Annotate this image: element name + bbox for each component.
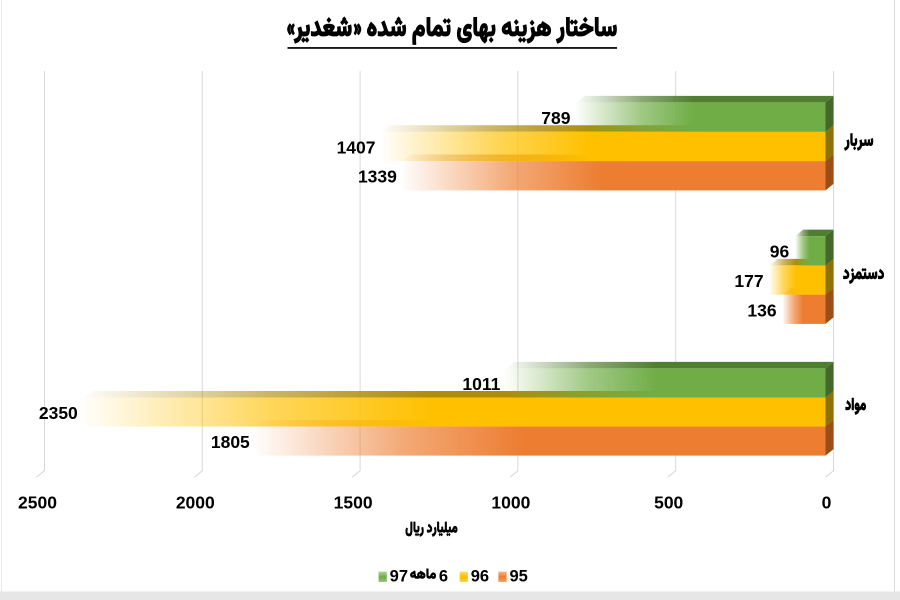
svg-text:6: 6 bbox=[439, 567, 448, 585]
svg-text:789: 789 bbox=[541, 108, 570, 128]
svg-text:177: 177 bbox=[734, 271, 763, 291]
svg-text:97: 97 bbox=[390, 567, 408, 585]
svg-text:500: 500 bbox=[654, 493, 683, 513]
svg-text:1805: 1805 bbox=[211, 432, 250, 452]
svg-text:1000: 1000 bbox=[491, 493, 530, 513]
svg-text:2500: 2500 bbox=[18, 493, 57, 513]
svg-text:1407: 1407 bbox=[337, 137, 376, 157]
svg-text:96: 96 bbox=[770, 242, 790, 262]
svg-text:2000: 2000 bbox=[176, 493, 215, 513]
svg-text:136: 136 bbox=[747, 300, 776, 320]
svg-text:1339: 1339 bbox=[358, 167, 397, 187]
svg-text:0: 0 bbox=[822, 493, 832, 513]
svg-text:1011: 1011 bbox=[462, 374, 500, 394]
svg-text:1500: 1500 bbox=[334, 493, 373, 513]
svg-text:2350: 2350 bbox=[39, 403, 78, 423]
svg-text:95: 95 bbox=[510, 567, 528, 585]
svg-text:96: 96 bbox=[471, 567, 489, 585]
